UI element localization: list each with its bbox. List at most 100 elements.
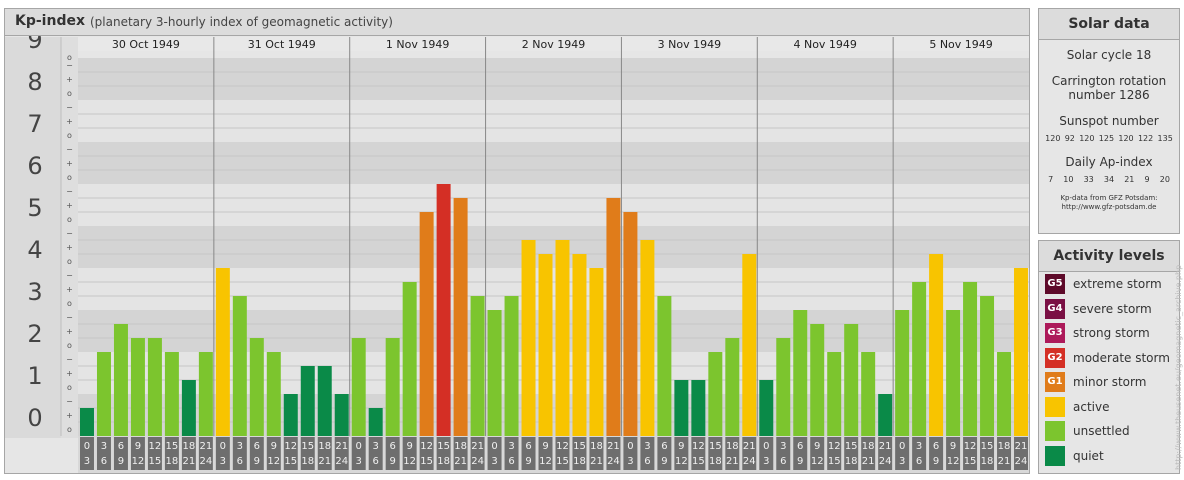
- legend-item: active: [1045, 396, 1109, 418]
- interval-end-label: 15: [149, 456, 162, 467]
- interval-cell: [504, 437, 519, 470]
- interval-cell: [793, 437, 808, 470]
- kp-band: [5, 100, 1029, 142]
- interval-start-label: 9: [814, 441, 820, 452]
- interval-cell: [946, 437, 961, 470]
- legend-item: G5 extreme storm: [1045, 273, 1162, 295]
- interval-cell: [198, 437, 213, 470]
- interval-end-label: 15: [420, 456, 433, 467]
- interval-start-label: 6: [933, 441, 939, 452]
- y-tick-label: 5: [27, 194, 42, 222]
- interval-cell: [232, 437, 247, 470]
- interval-cell: [521, 437, 536, 470]
- interval-start-label: 3: [373, 441, 379, 452]
- interval-end-label: 9: [525, 456, 531, 467]
- interval-start-label: 15: [573, 441, 586, 452]
- interval-cell: [487, 437, 502, 470]
- legend-label: moderate storm: [1073, 350, 1170, 365]
- y-subtick: o: [67, 299, 72, 308]
- y-subtick: −: [66, 187, 73, 196]
- kp-bar: [249, 338, 264, 436]
- interval-cell: [453, 437, 468, 470]
- interval-cell: [368, 437, 383, 470]
- legend-label: unsettled: [1073, 424, 1130, 438]
- interval-cell: [623, 437, 638, 470]
- interval-cell: [436, 437, 451, 470]
- kp-bar: [283, 394, 298, 436]
- sunspot-values: 120 92 120 125 120 122 135: [1039, 134, 1179, 143]
- interval-end-label: 3: [220, 456, 226, 467]
- interval-end-label: 15: [964, 456, 977, 467]
- interval-start-label: 15: [437, 441, 450, 452]
- interval-end-label: 15: [556, 456, 569, 467]
- y-subtick: o: [67, 341, 72, 350]
- interval-cell: [215, 437, 230, 470]
- legend-label: severe storm: [1073, 301, 1152, 316]
- interval-end-label: 15: [828, 456, 841, 467]
- interval-start-label: 21: [879, 441, 892, 452]
- y-subtick: +: [66, 117, 73, 126]
- kp-bar: [130, 338, 145, 436]
- interval-cell: [555, 437, 570, 470]
- interval-end-label: 21: [726, 456, 739, 467]
- interval-cell: [181, 437, 196, 470]
- kp-bar: [470, 296, 485, 436]
- y-subtick: o: [67, 425, 72, 434]
- y-subtick: −: [66, 313, 73, 322]
- kp-bar: [147, 338, 162, 436]
- kp-bar: [963, 281, 978, 436]
- interval-cell: [572, 437, 587, 470]
- credit-link[interactable]: http://www.gfz-potsdam.de: [1061, 203, 1157, 211]
- y-subtick: +: [66, 75, 73, 84]
- kp-bar: [623, 212, 638, 436]
- y-subtick: +: [66, 327, 73, 336]
- interval-end-label: 21: [183, 456, 196, 467]
- legend-swatch: G3: [1045, 323, 1065, 343]
- interval-start-label: 9: [271, 441, 277, 452]
- interval-cell: [589, 437, 604, 470]
- interval-cell: [419, 437, 434, 470]
- day-label: 31 Oct 1949: [248, 38, 316, 51]
- y-subtick: +: [66, 369, 73, 378]
- interval-end-label: 6: [508, 456, 514, 467]
- legend-item: G4 severe storm: [1045, 298, 1152, 320]
- interval-cell: [606, 437, 621, 470]
- interval-end-label: 12: [403, 456, 416, 467]
- day-label: 3 Nov 1949: [658, 38, 721, 51]
- legend-label: quiet: [1073, 448, 1104, 463]
- interval-end-label: 24: [1015, 456, 1028, 467]
- interval-start-label: 3: [508, 441, 514, 452]
- interval-end-label: 12: [539, 456, 552, 467]
- interval-start-label: 15: [981, 441, 994, 452]
- interval-start-label: 6: [525, 441, 531, 452]
- interval-cell: [317, 437, 332, 470]
- interval-start-label: 18: [862, 441, 875, 452]
- interval-start-label: 6: [118, 441, 124, 452]
- activity-levels-panel: Activity levels G5 extreme storm G4 severe …: [1038, 240, 1180, 474]
- interval-cell: [895, 437, 910, 470]
- interval-cell: [657, 437, 672, 470]
- interval-start-label: 3: [780, 441, 786, 452]
- interval-start-label: 18: [726, 441, 739, 452]
- interval-end-label: 24: [471, 456, 484, 467]
- interval-cell: [725, 437, 740, 470]
- interval-cell: [759, 437, 774, 470]
- interval-end-label: 18: [437, 456, 450, 467]
- y-tick-label: 4: [27, 236, 42, 264]
- kp-band: [5, 184, 1029, 226]
- interval-cell: [878, 437, 893, 470]
- interval-start-label: 18: [454, 441, 467, 452]
- legend-item: G3 strong storm: [1045, 322, 1150, 344]
- interval-start-label: 0: [356, 441, 362, 452]
- ap-value: 20: [1159, 175, 1170, 184]
- interval-end-label: 6: [916, 456, 922, 467]
- kp-bar: [861, 352, 876, 436]
- kp-bar: [317, 365, 332, 436]
- chart-subtitle: (planetary 3-hourly index of geomagnetic…: [90, 15, 393, 29]
- kp-bar: [368, 407, 383, 436]
- interval-start-label: 15: [845, 441, 858, 452]
- day-label: 4 Nov 1949: [793, 38, 856, 51]
- interval-cell: [691, 437, 706, 470]
- interval-cell: [351, 437, 366, 470]
- legend-swatch: G5: [1045, 274, 1065, 294]
